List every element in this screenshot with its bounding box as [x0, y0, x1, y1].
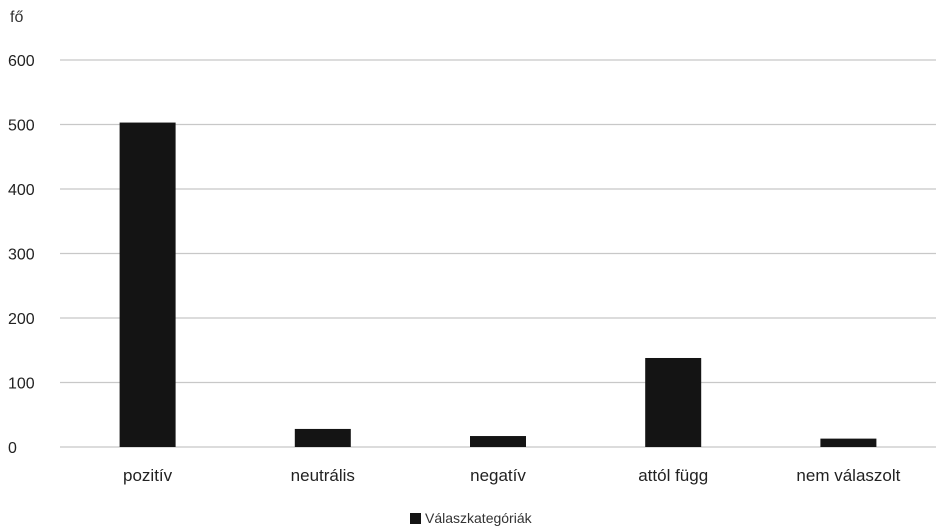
y-tick-label-300: 300 — [8, 247, 35, 264]
y-tick-label-100: 100 — [8, 376, 35, 393]
y-axis-unit-label: fő — [10, 9, 23, 26]
y-axis-tick-labels: 0 100 200 300 400 500 600 — [8, 53, 35, 457]
y-tick-label-400: 400 — [8, 182, 35, 199]
bars — [119, 122, 877, 447]
x-category-label-5: nem válaszolt — [796, 466, 900, 485]
bar-2 — [294, 428, 351, 447]
x-axis-category-labels: pozitív neutrális negatív attól függ nem vál… — [123, 466, 901, 485]
legend-label: Válaszkategóriák — [425, 510, 533, 526]
x-category-label-2: neutrális — [291, 466, 355, 485]
y-tick-label-600: 600 — [8, 53, 35, 70]
legend-swatch — [410, 513, 421, 524]
legend: Válaszkategóriák — [410, 510, 533, 526]
y-tick-label-0: 0 — [8, 440, 17, 457]
bar-5 — [820, 438, 877, 447]
bar-4 — [645, 357, 702, 447]
x-category-label-4: attól függ — [638, 466, 708, 485]
x-category-label-1: pozitív — [123, 466, 173, 485]
x-category-label-3: negatív — [470, 466, 526, 485]
y-tick-label-200: 200 — [8, 311, 35, 328]
gridlines — [60, 59, 936, 448]
bar-1 — [119, 122, 176, 447]
bar-3 — [470, 436, 526, 447]
y-tick-label-500: 500 — [8, 118, 35, 135]
